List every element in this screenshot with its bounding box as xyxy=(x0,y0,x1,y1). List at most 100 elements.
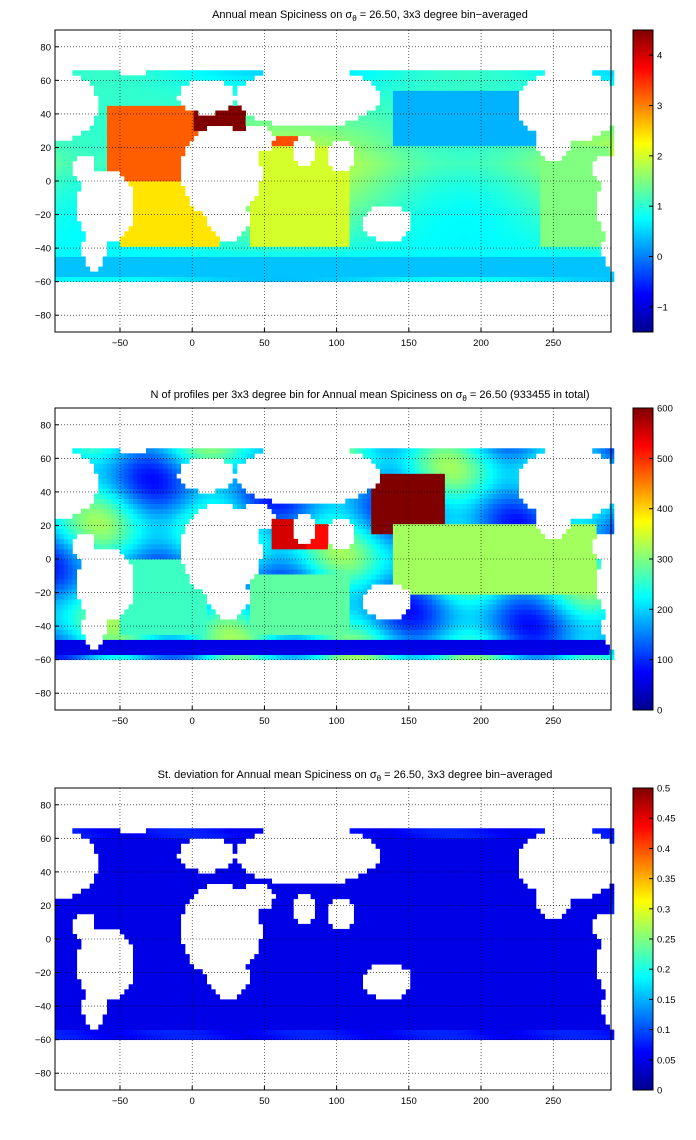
x-tick-label: 100 xyxy=(329,338,345,349)
heatmap-cell xyxy=(388,271,394,278)
heatmap-cell xyxy=(171,90,177,96)
heatmap-cell xyxy=(323,135,329,142)
heatmap-cell xyxy=(171,528,177,535)
heatmap-cell xyxy=(254,231,260,237)
heatmap-cell xyxy=(184,634,190,640)
heatmap-cell xyxy=(475,150,480,157)
heatmap-cell xyxy=(228,241,234,247)
heatmap-cell xyxy=(488,186,493,192)
heatmap-cell xyxy=(55,523,60,530)
heatmap-cell xyxy=(167,564,173,570)
heatmap-cell xyxy=(388,135,394,142)
heatmap-cell xyxy=(197,115,203,121)
heatmap-cell xyxy=(466,150,472,157)
heatmap-cell xyxy=(59,160,65,167)
heatmap-cell xyxy=(150,619,156,625)
heatmap-cell xyxy=(427,276,433,283)
heatmap-cell xyxy=(592,150,597,157)
heatmap-cell xyxy=(397,95,402,101)
heatmap-cell xyxy=(111,518,117,525)
heatmap-cell xyxy=(535,170,541,177)
heatmap-cell xyxy=(392,186,398,192)
heatmap-cell xyxy=(505,110,511,116)
heatmap-cell xyxy=(518,231,524,237)
heatmap-cell xyxy=(388,186,394,192)
heatmap-cell xyxy=(55,609,60,615)
heatmap-cell xyxy=(63,261,69,267)
heatmap-cell xyxy=(150,468,156,474)
heatmap-cell xyxy=(509,175,515,182)
heatmap-cell xyxy=(548,271,554,278)
heatmap-cell xyxy=(475,191,480,197)
heatmap-cell xyxy=(180,191,186,197)
heatmap-cell xyxy=(150,165,156,172)
heatmap-cell xyxy=(505,105,511,111)
heatmap-cell xyxy=(98,125,104,132)
heatmap-cell xyxy=(115,246,121,252)
heatmap-cell xyxy=(258,261,264,267)
heatmap-cell xyxy=(293,201,299,207)
heatmap-cell xyxy=(128,110,134,116)
heatmap-cell xyxy=(176,256,182,262)
heatmap-cell xyxy=(176,584,182,590)
heatmap-cell xyxy=(388,130,394,137)
heatmap-cell xyxy=(457,251,463,257)
heatmap-cell xyxy=(124,236,130,242)
heatmap-cell xyxy=(453,206,459,212)
heatmap-cell xyxy=(180,125,186,132)
heatmap-cell xyxy=(323,165,329,172)
heatmap-cell xyxy=(241,236,247,242)
heatmap-cell xyxy=(600,261,606,267)
heatmap-cell xyxy=(462,231,467,237)
heatmap-cell xyxy=(197,251,203,257)
heatmap-cell xyxy=(206,256,212,262)
heatmap-cell xyxy=(193,211,199,217)
heatmap-cell xyxy=(310,201,316,207)
heatmap-cell xyxy=(457,196,463,202)
heatmap-cell xyxy=(405,90,411,96)
heatmap-cell xyxy=(423,145,428,152)
heatmap-cell xyxy=(566,201,571,207)
heatmap-cell xyxy=(462,165,467,172)
heatmap-cell xyxy=(176,644,182,650)
heatmap-cell xyxy=(397,130,402,137)
heatmap-cell xyxy=(297,201,303,207)
heatmap-cell xyxy=(150,503,156,510)
heatmap-cell xyxy=(171,211,177,217)
heatmap-cell xyxy=(444,216,450,222)
heatmap-cell xyxy=(132,266,138,272)
heatmap-cell xyxy=(284,160,290,167)
heatmap-cell xyxy=(68,523,73,530)
heatmap-cell xyxy=(167,513,173,520)
heatmap-cell xyxy=(98,473,104,479)
heatmap-cell xyxy=(431,90,437,96)
heatmap-cell xyxy=(397,201,402,207)
heatmap-cell xyxy=(102,538,108,545)
heatmap-cell xyxy=(384,191,389,197)
heatmap-cell xyxy=(80,528,86,535)
heatmap-cell xyxy=(470,206,476,212)
heatmap-cell xyxy=(176,463,182,469)
heatmap-cell xyxy=(98,523,104,530)
heatmap-cell xyxy=(197,75,203,81)
heatmap-cell xyxy=(288,165,294,172)
heatmap-cell xyxy=(514,95,519,101)
heatmap-cell xyxy=(137,241,143,247)
heatmap-cell xyxy=(167,609,173,615)
heatmap-cell xyxy=(457,170,463,177)
heatmap-cell xyxy=(405,236,411,242)
heatmap-cell xyxy=(431,211,437,217)
heatmap-cell xyxy=(111,533,117,540)
heatmap-cell xyxy=(280,155,286,162)
heatmap-cell xyxy=(475,170,480,177)
heatmap-cell xyxy=(76,513,82,520)
heatmap-cell xyxy=(137,614,143,620)
heatmap-cell xyxy=(436,175,441,182)
heatmap-cell xyxy=(124,90,130,96)
heatmap-cell xyxy=(267,150,273,157)
heatmap-cell xyxy=(55,145,60,152)
heatmap-cell xyxy=(379,120,385,127)
heatmap-cell xyxy=(150,251,156,257)
heatmap-cell xyxy=(470,135,476,142)
heatmap-cell xyxy=(128,150,134,157)
